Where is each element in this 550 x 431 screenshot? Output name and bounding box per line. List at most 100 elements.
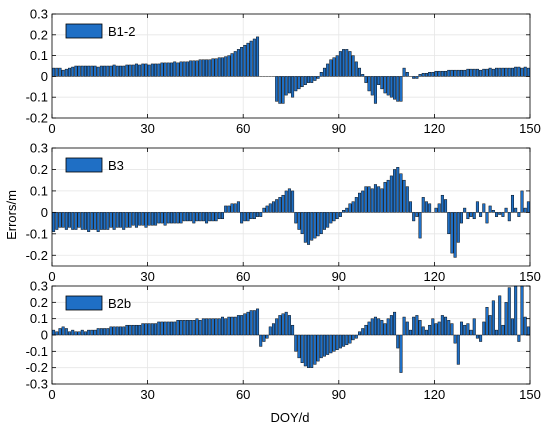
bar [166, 62, 170, 77]
bar [338, 51, 342, 77]
bar [444, 199, 448, 213]
bar [265, 205, 269, 213]
bar [99, 212, 103, 230]
bar [195, 60, 199, 77]
bar [482, 321, 486, 336]
bar [440, 70, 444, 77]
bar [389, 315, 393, 336]
bar [364, 76, 368, 83]
bar [338, 212, 342, 217]
bar [233, 316, 237, 336]
bar [103, 212, 107, 230]
bar [198, 212, 202, 222]
bar [131, 324, 135, 336]
bar [440, 315, 444, 336]
bar [192, 320, 196, 336]
bar [526, 67, 530, 77]
bar [90, 329, 94, 336]
bar [138, 212, 142, 226]
bar [459, 212, 463, 224]
bar [103, 328, 107, 336]
bar [80, 212, 84, 230]
bar [472, 68, 476, 77]
bar [377, 186, 381, 213]
y-tick-label: 0.3 [30, 141, 48, 156]
bar [495, 212, 499, 217]
bar [138, 324, 142, 336]
bar [469, 212, 473, 217]
y-tick-label: -0.3 [26, 377, 48, 392]
bar [249, 212, 253, 220]
bar [83, 65, 87, 77]
bar [475, 68, 479, 77]
bar [463, 207, 467, 213]
bar [520, 67, 524, 77]
x-tick-label: 120 [424, 269, 446, 284]
x-tick-label: 30 [140, 269, 154, 284]
x-tick-label: 90 [332, 269, 346, 284]
bar [501, 212, 505, 217]
bar [498, 67, 502, 77]
bar [80, 329, 84, 336]
bar [504, 302, 508, 336]
bar [227, 205, 231, 213]
bar [122, 65, 126, 77]
bar [507, 212, 511, 222]
bar [179, 61, 183, 77]
x-tick-label: 120 [424, 387, 446, 402]
plot-area [52, 14, 530, 118]
bar [160, 321, 164, 336]
bar [205, 318, 209, 336]
bar [246, 42, 250, 77]
x-tick-label: 150 [519, 269, 541, 284]
bar [125, 324, 129, 336]
bar [211, 58, 215, 77]
bar [370, 76, 374, 96]
bar [456, 334, 460, 365]
x-tick-label: 150 [519, 121, 541, 136]
bar [386, 179, 390, 213]
x-tick-label: 0 [48, 387, 55, 402]
bar [313, 212, 317, 239]
bar [236, 49, 240, 77]
bar [192, 212, 196, 224]
x-tick-label: 60 [236, 121, 250, 136]
bar [501, 324, 505, 336]
bar [514, 285, 518, 336]
bar [58, 328, 62, 336]
bar [348, 203, 352, 213]
y-axis-label: Errors/m [4, 190, 19, 240]
bar [236, 201, 240, 213]
bar [507, 287, 511, 336]
bar [61, 69, 65, 77]
bar [71, 66, 75, 77]
bar [393, 76, 397, 100]
bar [141, 63, 145, 77]
bar [444, 70, 448, 77]
bar [77, 212, 81, 228]
bar [106, 212, 110, 230]
bar [396, 76, 400, 102]
bar [510, 318, 514, 336]
bar [431, 318, 435, 336]
bar [523, 316, 527, 336]
bar [189, 60, 193, 77]
bar [189, 320, 193, 336]
bar [415, 212, 419, 217]
bar [412, 316, 416, 336]
bar [150, 63, 154, 77]
bar [456, 69, 460, 77]
bar [128, 64, 132, 77]
bar [440, 194, 444, 213]
bar [224, 56, 228, 77]
bar [115, 212, 119, 228]
bar [99, 328, 103, 336]
axes-frame [51, 13, 531, 119]
bar [71, 329, 75, 336]
bar [87, 329, 91, 336]
bar [201, 318, 205, 336]
bar [134, 212, 138, 228]
bar [61, 212, 65, 228]
bar [201, 59, 205, 77]
bar [517, 66, 521, 77]
